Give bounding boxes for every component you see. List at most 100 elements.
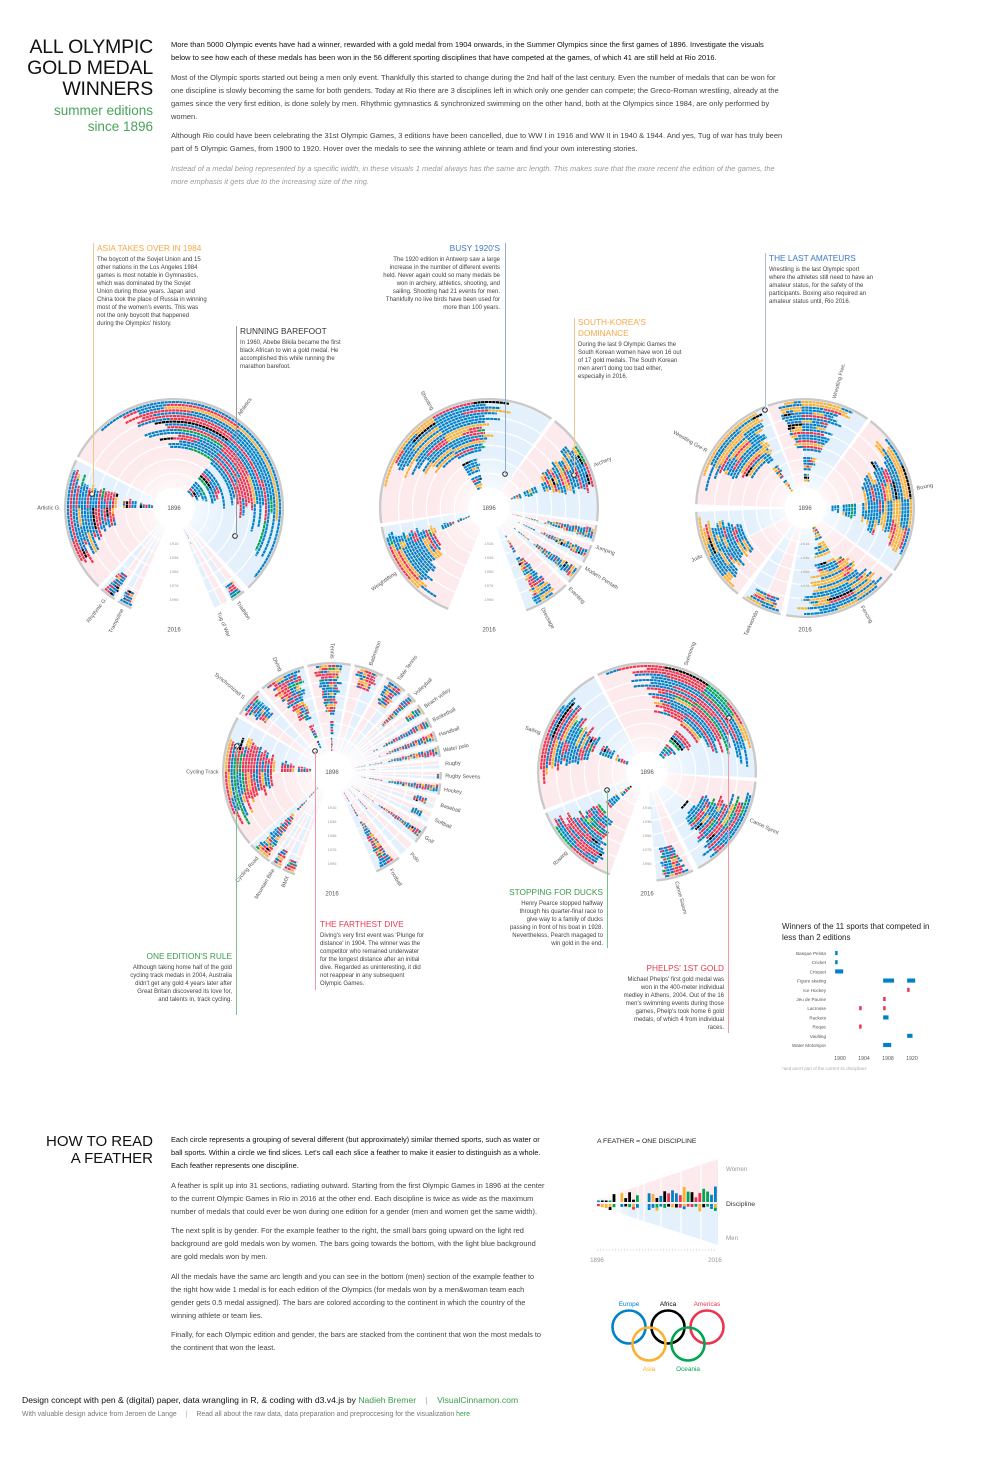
medal-bar [570,726,581,745]
medal-bar [538,545,542,549]
medal-bar [850,580,862,589]
medal-bar [275,857,280,862]
medal-bar [191,495,194,498]
medal-bar [663,753,667,756]
medal-bar [563,465,569,472]
medal-bar [523,568,528,573]
medal-bar [248,742,255,757]
medal-bar [700,693,738,742]
medal-bar [407,537,412,545]
medal-bar [123,577,126,581]
medal-bar [816,530,820,534]
medal-bar [736,412,758,428]
active-discipline-ring [261,665,305,690]
medal-bar [711,539,719,553]
medal-bar [834,413,838,417]
medal-bar [236,805,241,811]
title-line: ALL OLYMPIC [29,36,153,58]
medal-bar [81,548,88,558]
discipline-label: Rhythmic G. [86,597,109,624]
medal-bar [671,853,674,856]
medal-bar [243,746,248,757]
medal-bar [247,755,251,773]
medal-bar [679,723,699,744]
medal-bar [745,466,754,477]
medal-bar [596,841,602,846]
medal-bar [247,738,254,749]
medal-bar [878,511,882,521]
medal-bar [480,437,488,440]
medal-bar [400,702,405,707]
medal-bar [424,727,427,730]
medal-bar [546,553,550,557]
medal-bar [576,817,589,832]
medal-bar [241,793,247,803]
medal-bar [73,478,79,493]
medal-bar [381,847,384,850]
medal-bar [564,830,577,844]
medal-bar [220,448,251,503]
medal-bar [90,548,96,555]
medal-bar [554,461,564,475]
annotation-line-ducks [607,790,608,948]
medal-bar [394,535,398,541]
medal-bar [389,686,394,690]
medal-bar [545,758,549,769]
medal-bar [802,440,818,444]
annotation-line-edition [236,746,237,1015]
medal-bar [421,727,424,730]
medal-bar [677,739,685,748]
medal-bar [571,757,575,763]
medal-bar [270,847,274,851]
medal-bar [588,735,592,740]
medal-bar [740,723,752,749]
women-medal-bar [647,1193,651,1202]
medal-bar [708,529,714,541]
medal-bar [420,809,423,812]
medal-bar [697,816,712,832]
medal-bar [742,539,748,546]
medal-bar [814,528,818,532]
medal-bar [775,471,780,475]
medal-bar [308,724,315,729]
medal-bar [422,443,450,473]
medal-bar [387,684,390,687]
medal-bar [413,713,416,717]
medal-bar [277,679,286,686]
medal-bar [587,852,595,858]
medal-bar [256,702,264,710]
medal-bar [581,548,585,553]
annotation-ducks: STOPPING FOR DUCKS Henry Pearce stopped … [508,887,603,948]
women-medal-bar [678,1195,682,1202]
medal-bar [69,507,81,550]
medal-bar [586,817,592,823]
medal-bar [552,554,556,557]
medal-bar [550,484,555,491]
site-link[interactable]: VisualCinnamon.com [437,1395,519,1405]
medal-bar [717,827,728,840]
medal-bar [125,413,147,425]
medal-bar [289,819,292,823]
medal-bar [453,440,486,453]
medal-bar [562,714,579,742]
medal-bar [397,692,401,695]
author-link[interactable]: Nadieh Bremer [358,1395,417,1405]
women-medal-bar [612,1194,616,1202]
medal-bar [882,996,886,1002]
medal-bar [416,796,419,799]
medal-bar [292,704,299,709]
medal-bar [287,680,296,686]
medal-bar [417,829,422,834]
medal-bar [415,535,420,542]
medal-bar [634,673,668,678]
medal-bar [360,680,365,684]
medal-bar [548,757,552,766]
medal-bar [768,603,774,608]
medal-bar [558,704,566,713]
medal-bar [673,852,676,856]
medal-bar [479,486,482,490]
page-subtitle: summer editions since 1896 [10,103,153,135]
medal-bar [83,484,89,509]
here-link[interactable]: here [456,1411,470,1418]
medal-bar [598,810,605,817]
